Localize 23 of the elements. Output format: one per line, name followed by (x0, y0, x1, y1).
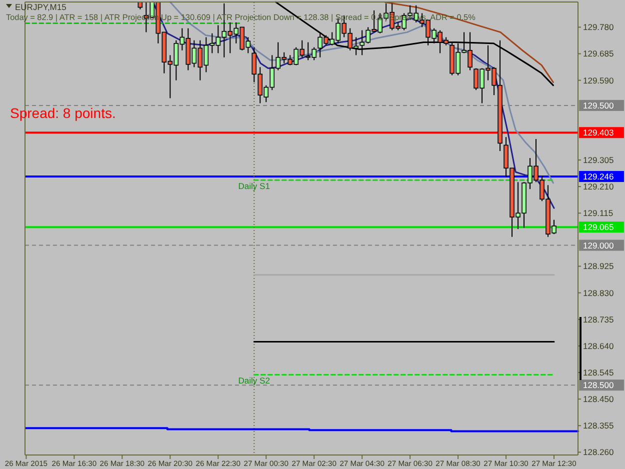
line-series (384, 2, 554, 84)
annotation: Daily S2 (238, 376, 270, 386)
ref-line-label: 129.000 (583, 240, 614, 250)
ref-line-label: 128.500 (583, 380, 614, 390)
ref-line-label: 129.403 (583, 128, 614, 138)
y-tick-label: 128.545 (583, 367, 614, 378)
y-tick-label: 128.830 (583, 288, 614, 298)
ref-line-label: 129.500 (583, 100, 614, 110)
y-tick-label: 128.260 (583, 447, 614, 458)
y-tick-label: 129.780 (583, 22, 614, 32)
ref-line-label: 129.246 (583, 171, 614, 182)
y-tick-label: 128.355 (583, 420, 614, 431)
y-tick-label: 128.450 (583, 394, 614, 404)
y-tick-label: 128.735 (583, 314, 614, 324)
y-tick-label: 129.685 (583, 48, 614, 59)
y-tick-label: 129.590 (583, 75, 614, 86)
y-tick-label: 129.305 (583, 154, 614, 165)
y-tick-label: 128.640 (583, 340, 614, 351)
y-tick-label: 129.115 (583, 208, 614, 218)
ref-line-label: 129.065 (583, 222, 614, 232)
y-tick-label: 128.925 (583, 261, 614, 272)
y-tick-label: 129.210 (583, 182, 614, 192)
annotation: Daily S1 (238, 181, 270, 192)
